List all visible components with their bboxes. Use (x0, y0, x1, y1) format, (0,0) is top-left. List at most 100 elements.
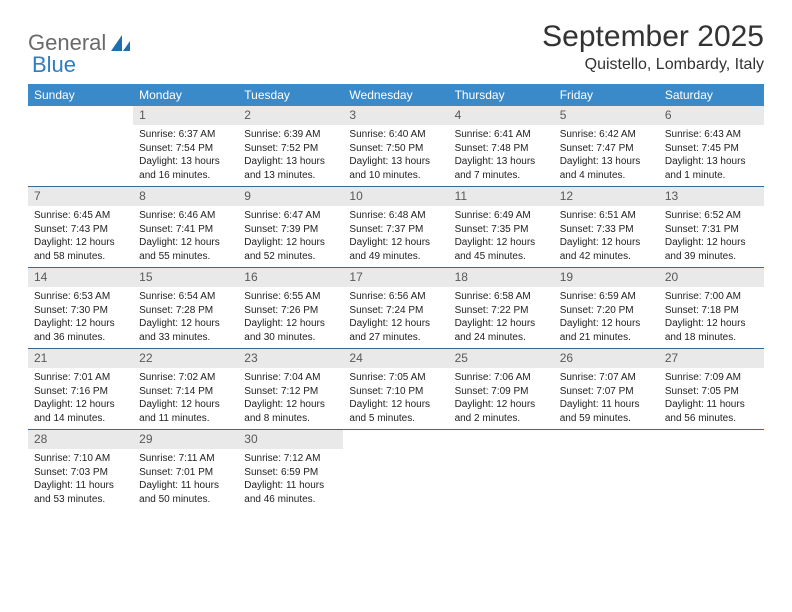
daylight-line-2: and 50 minutes. (139, 493, 232, 507)
sunrise-line: Sunrise: 7:04 AM (244, 371, 337, 385)
location: Quistello, Lombardy, Italy (542, 56, 764, 74)
daylight-line-1: Daylight: 12 hours (244, 398, 337, 412)
daylight-line-1: Daylight: 12 hours (34, 398, 127, 412)
sunrise-line: Sunrise: 6:51 AM (560, 209, 653, 223)
day-number: 4 (449, 106, 554, 125)
daylight-line-1: Daylight: 12 hours (244, 236, 337, 250)
sunset-line: Sunset: 7:41 PM (139, 223, 232, 237)
day-number: 19 (554, 268, 659, 287)
day-number: 28 (28, 430, 133, 449)
week-row: 1Sunrise: 6:37 AMSunset: 7:54 PMDaylight… (28, 106, 764, 187)
day-data: Sunrise: 7:12 AMSunset: 6:59 PMDaylight:… (238, 449, 343, 510)
sunset-line: Sunset: 7:24 PM (349, 304, 442, 318)
page: General September 2025 Quistello, Lombar… (0, 0, 792, 530)
sunrise-line: Sunrise: 6:58 AM (455, 290, 548, 304)
day-number: 7 (28, 187, 133, 206)
sunrise-line: Sunrise: 7:05 AM (349, 371, 442, 385)
sunrise-line: Sunrise: 6:40 AM (349, 128, 442, 142)
day-cell: 8Sunrise: 6:46 AMSunset: 7:41 PMDaylight… (133, 187, 238, 267)
day-data: Sunrise: 6:42 AMSunset: 7:47 PMDaylight:… (554, 125, 659, 186)
daylight-line-2: and 7 minutes. (455, 169, 548, 183)
daylight-line-2: and 46 minutes. (244, 493, 337, 507)
day-data: Sunrise: 7:07 AMSunset: 7:07 PMDaylight:… (554, 368, 659, 429)
month-title: September 2025 (542, 20, 764, 54)
daylight-line-2: and 14 minutes. (34, 412, 127, 426)
day-cell: 20Sunrise: 7:00 AMSunset: 7:18 PMDayligh… (659, 268, 764, 348)
day-number: 1 (133, 106, 238, 125)
daylight-line-2: and 10 minutes. (349, 169, 442, 183)
day-number: 10 (343, 187, 448, 206)
daylight-line-1: Daylight: 12 hours (34, 317, 127, 331)
logo: General (28, 20, 134, 56)
sunrise-line: Sunrise: 6:54 AM (139, 290, 232, 304)
day-header-sun: Sunday (28, 84, 133, 106)
sunset-line: Sunset: 7:01 PM (139, 466, 232, 480)
daylight-line-1: Daylight: 12 hours (139, 317, 232, 331)
daylight-line-2: and 8 minutes. (244, 412, 337, 426)
day-cell: 11Sunrise: 6:49 AMSunset: 7:35 PMDayligh… (449, 187, 554, 267)
daylight-line-2: and 42 minutes. (560, 250, 653, 264)
sunrise-line: Sunrise: 7:10 AM (34, 452, 127, 466)
day-cell: 22Sunrise: 7:02 AMSunset: 7:14 PMDayligh… (133, 349, 238, 429)
daylight-line-2: and 21 minutes. (560, 331, 653, 345)
day-cell: 4Sunrise: 6:41 AMSunset: 7:48 PMDaylight… (449, 106, 554, 186)
daylight-line-2: and 55 minutes. (139, 250, 232, 264)
daylight-line-1: Daylight: 12 hours (139, 398, 232, 412)
sunrise-line: Sunrise: 6:39 AM (244, 128, 337, 142)
day-data: Sunrise: 6:53 AMSunset: 7:30 PMDaylight:… (28, 287, 133, 348)
day-cell: 16Sunrise: 6:55 AMSunset: 7:26 PMDayligh… (238, 268, 343, 348)
daylight-line-1: Daylight: 12 hours (349, 317, 442, 331)
daylight-line-2: and 33 minutes. (139, 331, 232, 345)
sunset-line: Sunset: 7:52 PM (244, 142, 337, 156)
day-data: Sunrise: 7:06 AMSunset: 7:09 PMDaylight:… (449, 368, 554, 429)
logo-word-2: Blue (32, 52, 76, 78)
day-data: Sunrise: 7:04 AMSunset: 7:12 PMDaylight:… (238, 368, 343, 429)
daylight-line-2: and 45 minutes. (455, 250, 548, 264)
day-data: Sunrise: 6:52 AMSunset: 7:31 PMDaylight:… (659, 206, 764, 267)
sunset-line: Sunset: 7:22 PM (455, 304, 548, 318)
sunset-line: Sunset: 7:03 PM (34, 466, 127, 480)
daylight-line-1: Daylight: 13 hours (139, 155, 232, 169)
daylight-line-1: Daylight: 11 hours (139, 479, 232, 493)
day-number: 8 (133, 187, 238, 206)
sunrise-line: Sunrise: 7:07 AM (560, 371, 653, 385)
header-row: General September 2025 Quistello, Lombar… (28, 20, 764, 74)
sunset-line: Sunset: 7:31 PM (665, 223, 758, 237)
sunset-line: Sunset: 7:20 PM (560, 304, 653, 318)
day-number: 13 (659, 187, 764, 206)
daylight-line-1: Daylight: 12 hours (139, 236, 232, 250)
day-header-sat: Saturday (659, 84, 764, 106)
sunrise-line: Sunrise: 7:00 AM (665, 290, 758, 304)
sunrise-line: Sunrise: 6:41 AM (455, 128, 548, 142)
daylight-line-2: and 27 minutes. (349, 331, 442, 345)
weeks-container: 1Sunrise: 6:37 AMSunset: 7:54 PMDaylight… (28, 106, 764, 510)
day-data: Sunrise: 7:00 AMSunset: 7:18 PMDaylight:… (659, 287, 764, 348)
day-cell: 28Sunrise: 7:10 AMSunset: 7:03 PMDayligh… (28, 430, 133, 510)
daylight-line-2: and 18 minutes. (665, 331, 758, 345)
daylight-line-1: Daylight: 12 hours (349, 236, 442, 250)
day-cell: 23Sunrise: 7:04 AMSunset: 7:12 PMDayligh… (238, 349, 343, 429)
daylight-line-1: Daylight: 13 hours (349, 155, 442, 169)
day-number: 20 (659, 268, 764, 287)
day-cell: 5Sunrise: 6:42 AMSunset: 7:47 PMDaylight… (554, 106, 659, 186)
day-data: Sunrise: 6:55 AMSunset: 7:26 PMDaylight:… (238, 287, 343, 348)
sunset-line: Sunset: 7:35 PM (455, 223, 548, 237)
day-cell: 3Sunrise: 6:40 AMSunset: 7:50 PMDaylight… (343, 106, 448, 186)
day-cell: 1Sunrise: 6:37 AMSunset: 7:54 PMDaylight… (133, 106, 238, 186)
sunrise-line: Sunrise: 6:52 AM (665, 209, 758, 223)
daylight-line-2: and 39 minutes. (665, 250, 758, 264)
daylight-line-2: and 5 minutes. (349, 412, 442, 426)
daylight-line-2: and 36 minutes. (34, 331, 127, 345)
day-data: Sunrise: 6:40 AMSunset: 7:50 PMDaylight:… (343, 125, 448, 186)
day-cell: 14Sunrise: 6:53 AMSunset: 7:30 PMDayligh… (28, 268, 133, 348)
logo-sail-icon (110, 33, 132, 53)
day-cell: 6Sunrise: 6:43 AMSunset: 7:45 PMDaylight… (659, 106, 764, 186)
daylight-line-1: Daylight: 12 hours (665, 236, 758, 250)
daylight-line-2: and 56 minutes. (665, 412, 758, 426)
day-data: Sunrise: 6:59 AMSunset: 7:20 PMDaylight:… (554, 287, 659, 348)
day-number: 23 (238, 349, 343, 368)
sunset-line: Sunset: 7:45 PM (665, 142, 758, 156)
day-number: 9 (238, 187, 343, 206)
sunset-line: Sunset: 7:39 PM (244, 223, 337, 237)
day-cell (659, 430, 764, 510)
